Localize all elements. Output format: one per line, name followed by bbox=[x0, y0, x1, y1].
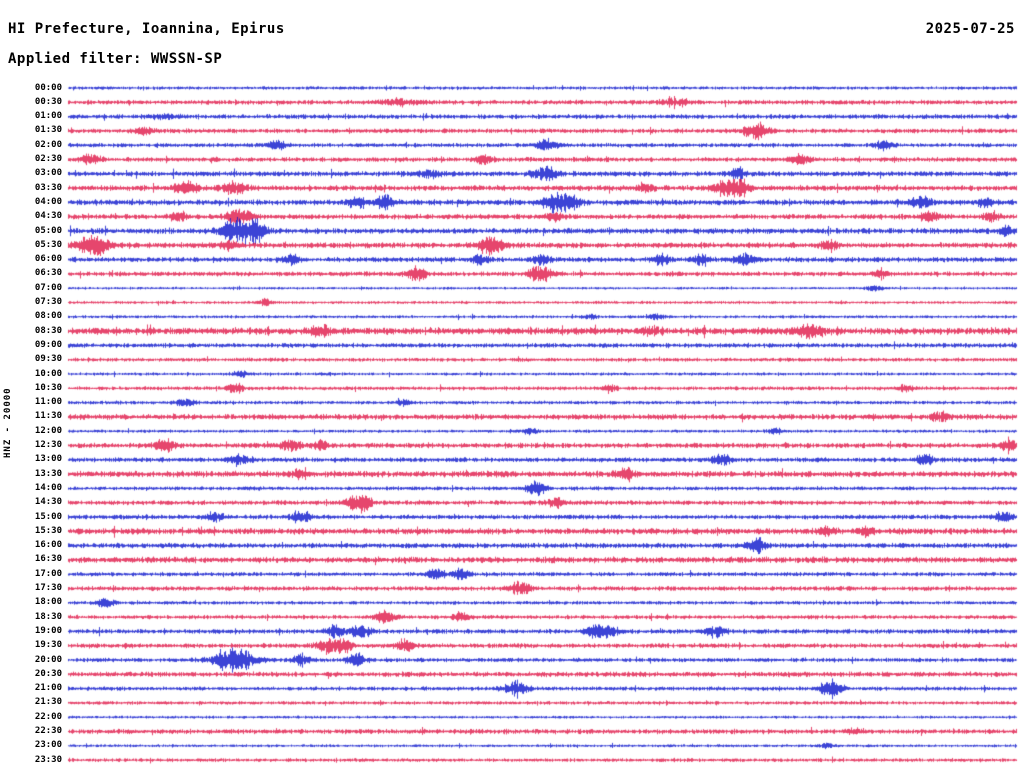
helicorder-page: HI Prefecture, Ioannina, Epirus 2025-07-… bbox=[0, 0, 1024, 780]
seismogram-canvas bbox=[0, 0, 1024, 780]
